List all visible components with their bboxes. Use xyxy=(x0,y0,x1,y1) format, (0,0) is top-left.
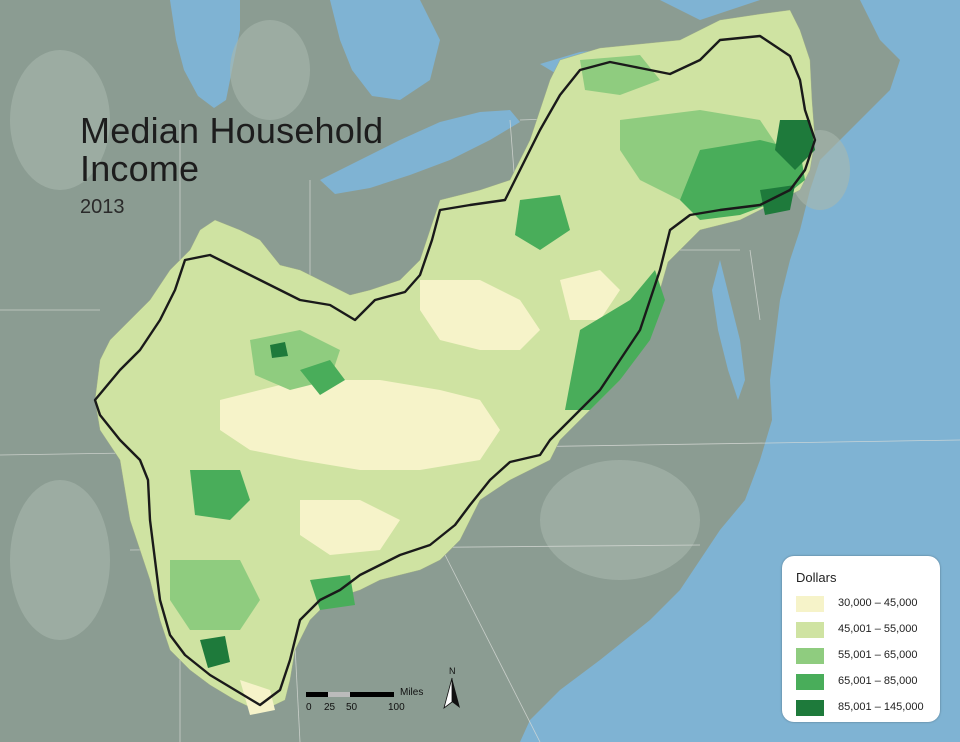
legend-swatch-1 xyxy=(796,596,824,612)
scale-bar: Miles 0 25 50 100 xyxy=(306,687,436,716)
scale-tick: 100 xyxy=(388,702,405,713)
region-high xyxy=(515,195,570,250)
north-arrow-icon xyxy=(443,677,460,710)
land-texture xyxy=(10,20,850,640)
lake-michigan xyxy=(170,0,240,108)
legend-panel: Dollars 30,000 – 45,000 45,001 – 55,000 … xyxy=(782,556,940,722)
scale-segment xyxy=(306,692,328,697)
legend-swatch-5 xyxy=(796,700,824,716)
scale-units: Miles xyxy=(400,687,424,698)
chesapeake-bay xyxy=(712,260,745,400)
region-mid xyxy=(170,560,260,630)
legend-swatch-2 xyxy=(796,622,824,638)
region-high xyxy=(565,270,665,410)
legend-swatch-3 xyxy=(796,648,824,664)
region-top xyxy=(270,342,288,358)
scale-segment xyxy=(328,692,350,697)
legend-label: 45,001 – 55,000 xyxy=(838,623,918,635)
map-title-line-1: Median Household xyxy=(80,110,384,151)
region-low xyxy=(560,270,620,320)
appalachian-region-boundary xyxy=(93,34,817,707)
legend-item: 65,001 – 85,000 xyxy=(796,672,936,692)
legend-item: 30,000 – 45,000 xyxy=(796,594,936,614)
region-low xyxy=(220,380,500,470)
region-low xyxy=(420,280,540,350)
scale-tick: 0 xyxy=(306,702,312,713)
legend-label: 55,001 – 65,000 xyxy=(838,649,918,661)
north-arrow: N xyxy=(442,666,462,712)
map-title-block: Median Household Income 2013 xyxy=(80,112,383,219)
map-title-line-2: Income xyxy=(80,148,200,189)
lake-huron xyxy=(330,0,440,100)
choropleth-region xyxy=(94,9,816,715)
legend-item: 45,001 – 55,000 xyxy=(796,620,936,640)
region-top xyxy=(775,120,815,170)
legend-item: 85,001 – 145,000 xyxy=(796,698,936,718)
lake-erie xyxy=(320,110,520,194)
scale-tick: 50 xyxy=(346,702,358,713)
region-low xyxy=(300,500,400,555)
region-top xyxy=(200,636,230,668)
legend-label: 30,000 – 45,000 xyxy=(838,597,918,609)
scale-segment xyxy=(350,692,394,697)
region-high xyxy=(300,360,345,395)
legend-title: Dollars xyxy=(796,570,837,585)
legend-label: 65,001 – 85,000 xyxy=(838,675,918,687)
north-letter: N xyxy=(449,666,456,676)
scale-tick: 25 xyxy=(324,702,336,713)
map-year: 2013 xyxy=(80,196,125,218)
region-high xyxy=(190,470,250,520)
legend-item: 55,001 – 65,000 xyxy=(796,646,936,666)
legend-swatch-4 xyxy=(796,674,824,690)
region-low xyxy=(240,680,275,715)
legend-label: 85,001 – 145,000 xyxy=(838,701,924,713)
